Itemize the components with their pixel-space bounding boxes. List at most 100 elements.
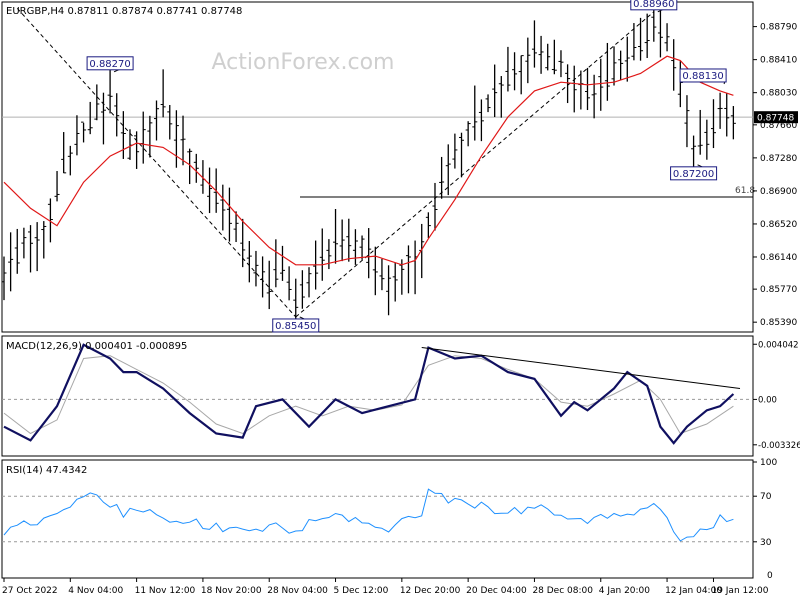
ohlc-bar-107 <box>710 99 716 149</box>
ohlc-bar-44 <box>293 278 299 323</box>
macd-panel-frame <box>1 335 754 457</box>
ohlc-bar-108 <box>717 92 723 129</box>
x-tick-label-11: 19 Jan 12:00 <box>711 586 768 596</box>
ohlc-bar-35 <box>233 211 239 243</box>
ohlc-bar-76 <box>505 46 511 92</box>
ohlc-bar-18 <box>120 111 126 159</box>
ohlc-bar-83 <box>551 39 557 75</box>
ohlc-bar-59 <box>392 262 398 302</box>
macd-chart <box>2 343 753 445</box>
annotation-3: 0.88130 <box>679 68 727 85</box>
macd-y-tick-label-0: 0.004042 <box>758 340 799 350</box>
ohlc-bar-78 <box>518 55 524 95</box>
x-tick-label-8: 28 Dec 08:00 <box>532 586 593 596</box>
ohlc-bar-89 <box>591 74 597 119</box>
x-tick-label-10: 12 Jan 04:00 <box>665 586 722 596</box>
ohlc-bar-39 <box>260 256 266 298</box>
ohlc-bar-13 <box>87 101 93 135</box>
fib-level-label: 61.8 <box>735 186 755 196</box>
ohlc-bar-50 <box>333 208 339 264</box>
ohlc-bar-0 <box>1 256 7 301</box>
ohlc-bar-94 <box>624 36 630 82</box>
ohlc-bar-20 <box>134 131 140 169</box>
macd-line <box>3 343 735 445</box>
ohlc-bar-41 <box>273 239 279 288</box>
ohlc-bar-17 <box>114 93 120 137</box>
price-y-tick-label-1: 0.88410 <box>760 56 797 66</box>
ohlc-bar-34 <box>226 187 232 242</box>
ohlc-bar-98 <box>651 7 657 42</box>
ohlc-bar-52 <box>346 218 352 262</box>
x-tick-label-4: 28 Nov 04:00 <box>267 586 328 596</box>
price-y-tick-label-0: 0.88790 <box>760 23 797 33</box>
annotation-0: 0.88270 <box>86 56 134 73</box>
x-tick-label-5: 5 Dec 12:00 <box>334 586 389 596</box>
price-y-tick-label-8: 0.85770 <box>760 285 797 295</box>
ohlc-bar-61 <box>405 245 411 294</box>
ohlc-bar-23 <box>154 100 160 141</box>
ohlc-bar-55 <box>366 228 372 279</box>
ohlc-bar-51 <box>339 219 345 262</box>
rsi-line <box>3 488 734 542</box>
ohlc-bar-74 <box>492 64 498 118</box>
price-y-tick-label-7: 0.86140 <box>760 253 797 263</box>
price-chart: 61.8 0.88270 0.85450 0.88960 0.88130 0.87200 <box>1 0 755 333</box>
annotation-box <box>679 68 727 83</box>
ohlc-bar-105 <box>697 109 703 155</box>
ohlc-bar-24 <box>160 69 166 118</box>
ohlc-bar-37 <box>246 241 252 283</box>
ohlc-bar-2 <box>14 228 20 274</box>
annotation-4: 0.87200 <box>670 164 718 181</box>
ohlc-bar-95 <box>631 23 637 61</box>
ohlc-bar-9 <box>61 132 67 174</box>
ohlc-bar-79 <box>525 37 531 84</box>
ohlc-bar-4 <box>28 225 34 273</box>
ohlc-bar-49 <box>326 239 332 270</box>
ohlc-bar-81 <box>538 35 544 74</box>
annotation-1: 0.85450 <box>272 316 320 333</box>
ohlc-bar-73 <box>485 94 491 113</box>
ohlc-bar-27 <box>180 115 186 166</box>
ohlc-bar-12 <box>81 121 87 143</box>
ohlc-bar-77 <box>512 52 518 91</box>
annotation-box <box>630 0 678 11</box>
ohlc-bar-6 <box>41 221 47 259</box>
ohlc-bar-42 <box>279 245 285 281</box>
ohlc-bar-16 <box>107 68 113 114</box>
x-tick-label-2: 11 Nov 12:00 <box>135 586 196 596</box>
ohlc-bar-3 <box>21 227 27 259</box>
annotation-label: 0.88130 <box>682 71 723 82</box>
ohlc-bar-46 <box>306 267 312 298</box>
rsi-y-tick-label-2: 30 <box>760 538 772 548</box>
annotation-box <box>670 166 718 181</box>
ohlc-bar-43 <box>286 266 292 301</box>
ohlc-bar-8 <box>54 171 60 202</box>
price-header: EURGBP,H4 0.87811 0.87874 0.87741 0.8774… <box>6 6 242 17</box>
ohlc-bar-93 <box>618 50 624 80</box>
ohlc-bar-14 <box>94 84 100 121</box>
moving-average-line <box>3 55 734 266</box>
ohlc-bar-80 <box>531 20 537 68</box>
x-tick-label-6: 12 Dec 20:00 <box>400 586 461 596</box>
annotation-label: 0.88270 <box>89 59 130 70</box>
current-price-tag-label: 0.87748 <box>757 114 794 124</box>
macd-y-tick-label-1: 0.00 <box>758 395 777 405</box>
macd-header: MACD(12,26,9) 0.000401 -0.000895 <box>6 341 187 352</box>
ohlc-bar-7 <box>47 198 53 243</box>
axes: 0.88790 0.88410 0.88030 0.87660 0.87280 0.869… <box>2 23 800 596</box>
ohlc-bar-28 <box>187 148 193 185</box>
ohlc-bar-84 <box>558 50 564 78</box>
ohlc-bar-69 <box>459 132 465 178</box>
ohlc-bar-38 <box>253 250 259 287</box>
ohlc-bar-45 <box>299 270 305 309</box>
ohlc-bar-64 <box>425 212 431 239</box>
ohlc-bar-56 <box>372 246 378 296</box>
rsi-y-tick-label-1: 70 <box>760 492 772 502</box>
rsi-header: RSI(14) 47.4342 <box>6 465 87 476</box>
annotation-label: 0.87200 <box>673 169 714 180</box>
x-tick-label-7: 20 Dec 04:00 <box>466 586 527 596</box>
ohlc-bar-40 <box>266 260 272 310</box>
ohlc-bar-10 <box>67 145 73 176</box>
price-y-tick-label-4: 0.87280 <box>760 154 797 164</box>
